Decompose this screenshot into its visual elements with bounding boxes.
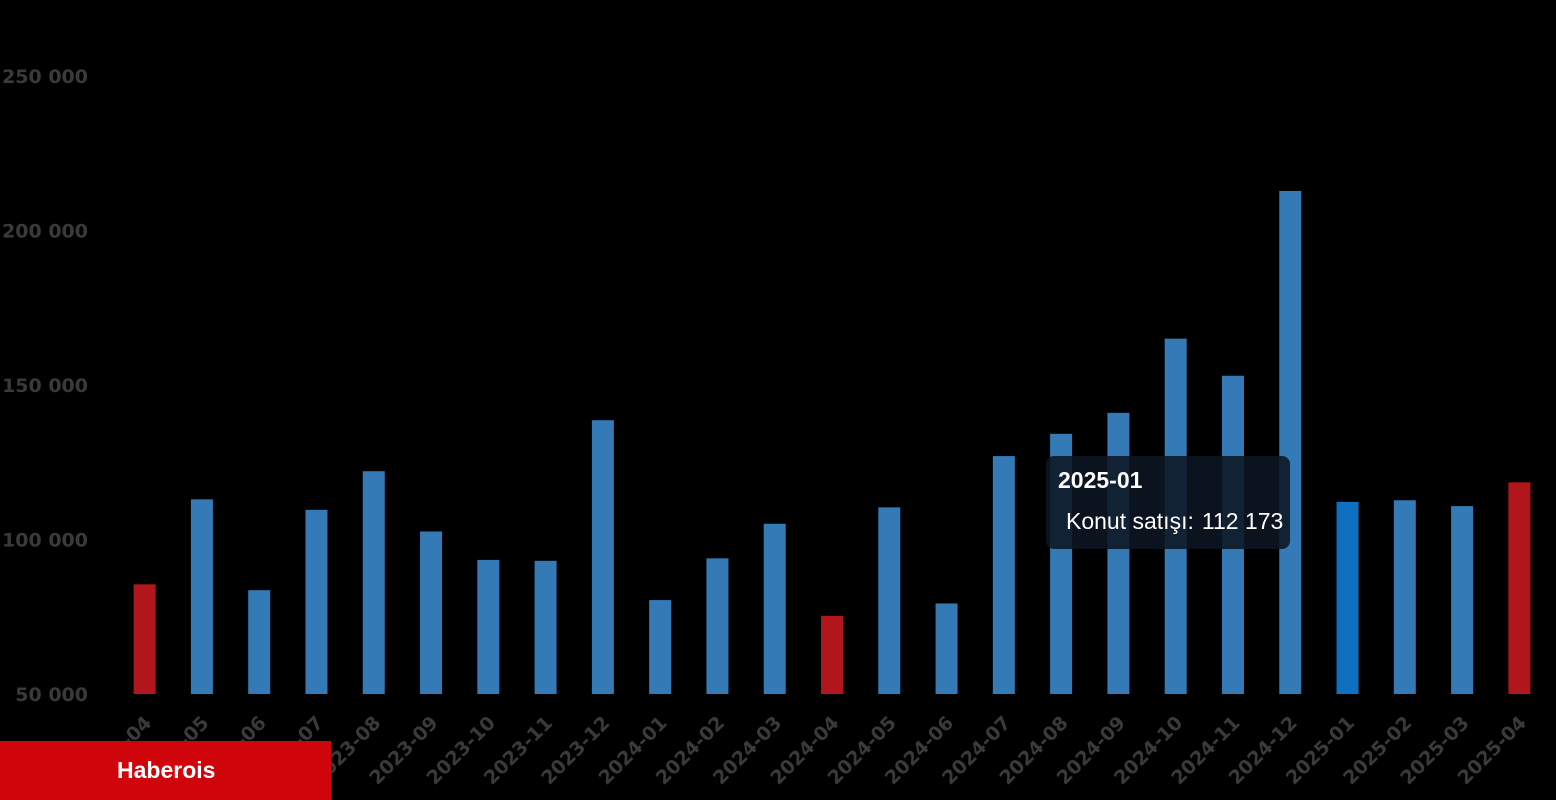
bar-2023-07[interactable] [305,509,328,694]
bar-2025-01[interactable] [1336,501,1359,694]
y-tick-label: 100 000 [2,530,88,552]
bar-2024-12[interactable] [1279,190,1302,694]
bar-2023-08[interactable] [362,471,385,694]
bar-2025-03[interactable] [1451,506,1474,694]
bar-2025-02[interactable] [1393,500,1416,694]
bar-2025-04[interactable] [1508,482,1531,694]
y-tick-label: 50 000 [15,684,88,706]
chart-tooltip: 2025-01 Konut satışı: 112 173 [1046,456,1290,549]
bar-2023-12[interactable] [591,420,614,694]
tooltip-series-name: Konut satışı: [1066,508,1194,534]
bar-2023-05[interactable] [190,499,213,694]
y-tick-label: 150 000 [2,375,88,397]
bar-2024-03[interactable] [763,523,786,694]
bar-2024-07[interactable] [992,456,1015,694]
tooltip-value: 112 173 [1201,508,1284,534]
bar-2024-09[interactable] [1107,412,1130,694]
brand-banner[interactable]: Haberois [0,741,331,800]
bar-2023-11[interactable] [534,560,557,694]
bar-2023-09[interactable] [420,531,443,694]
tooltip-category: 2025-01 [1058,467,1143,493]
bar-2024-04[interactable] [821,615,843,694]
bar-2024-02[interactable] [706,558,729,694]
y-tick-label: 250 000 [2,66,88,88]
bar-2023-06[interactable] [248,590,271,694]
bar-2023-04[interactable] [133,584,156,694]
bar-2024-05[interactable] [878,507,901,694]
bars [133,190,1531,694]
bar-2023-10[interactable] [477,559,500,694]
y-axis: 50 000 100 000 150 000 200 000 250 000 [2,66,88,706]
y-tick-label: 200 000 [2,221,88,243]
tooltip-row: Konut satışı: 112 173 [1058,508,1283,535]
bar-2024-06[interactable] [935,603,958,694]
bar-2024-01[interactable] [649,600,672,694]
brand-name[interactable]: Haberois [117,757,216,783]
